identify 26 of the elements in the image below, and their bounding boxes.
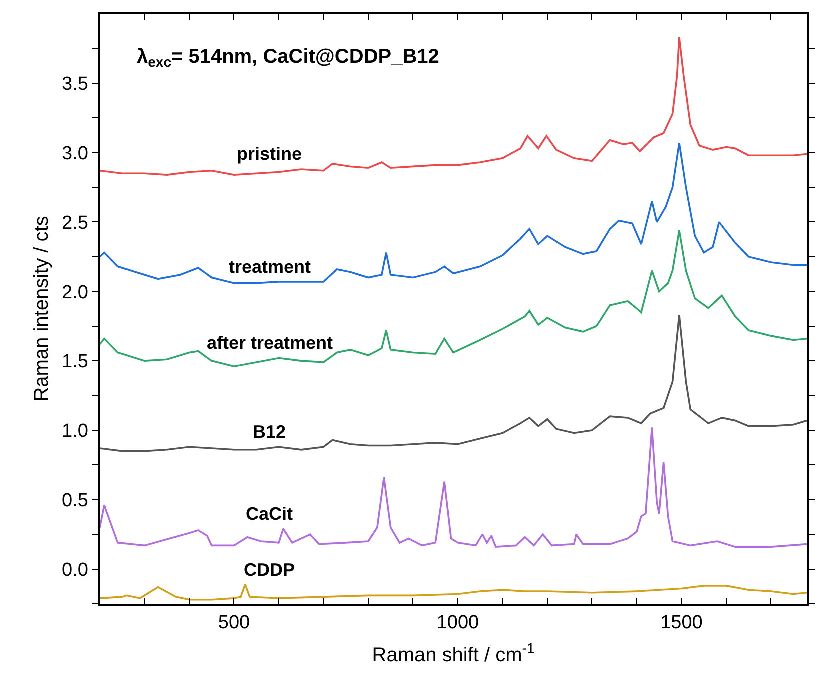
series-label: B12 bbox=[253, 422, 286, 442]
y-tick-label: 0.5 bbox=[62, 490, 88, 512]
line-series bbox=[100, 314, 807, 452]
x-tick-label: 500 bbox=[218, 612, 250, 634]
y-tick-label: 0.0 bbox=[62, 560, 88, 581]
y-tick-label: 2.5 bbox=[62, 212, 88, 234]
x-axis-title: Raman shift / cm$^{-1}$ bbox=[372, 640, 535, 667]
series-label: pristine bbox=[237, 144, 302, 164]
series-label: CDDP bbox=[244, 560, 296, 580]
line-series bbox=[100, 584, 807, 601]
series-label: CaCit bbox=[246, 504, 294, 524]
y-tick-label: 3.5 bbox=[62, 74, 88, 96]
series-label: treatment bbox=[229, 257, 312, 277]
line-series bbox=[100, 142, 807, 284]
y-tick-label: 2.0 bbox=[62, 282, 88, 304]
line-series bbox=[100, 230, 807, 368]
series-label: after treatment bbox=[207, 333, 334, 353]
x-tick-label: 1500 bbox=[660, 612, 703, 634]
line-series bbox=[100, 36, 807, 176]
line-series bbox=[100, 426, 807, 548]
y-tick-label: 1.5 bbox=[62, 352, 88, 373]
y-tick-label: 3.0 bbox=[62, 143, 88, 164]
y-tick-label: 1.0 bbox=[62, 421, 88, 442]
text: λ$_{exc}$= 514nm, CaCit@CDDP_B12 bbox=[137, 46, 440, 70]
x-tick-label: 1000 bbox=[436, 612, 480, 634]
y-axis-title: Raman intensity / cts bbox=[31, 216, 54, 402]
